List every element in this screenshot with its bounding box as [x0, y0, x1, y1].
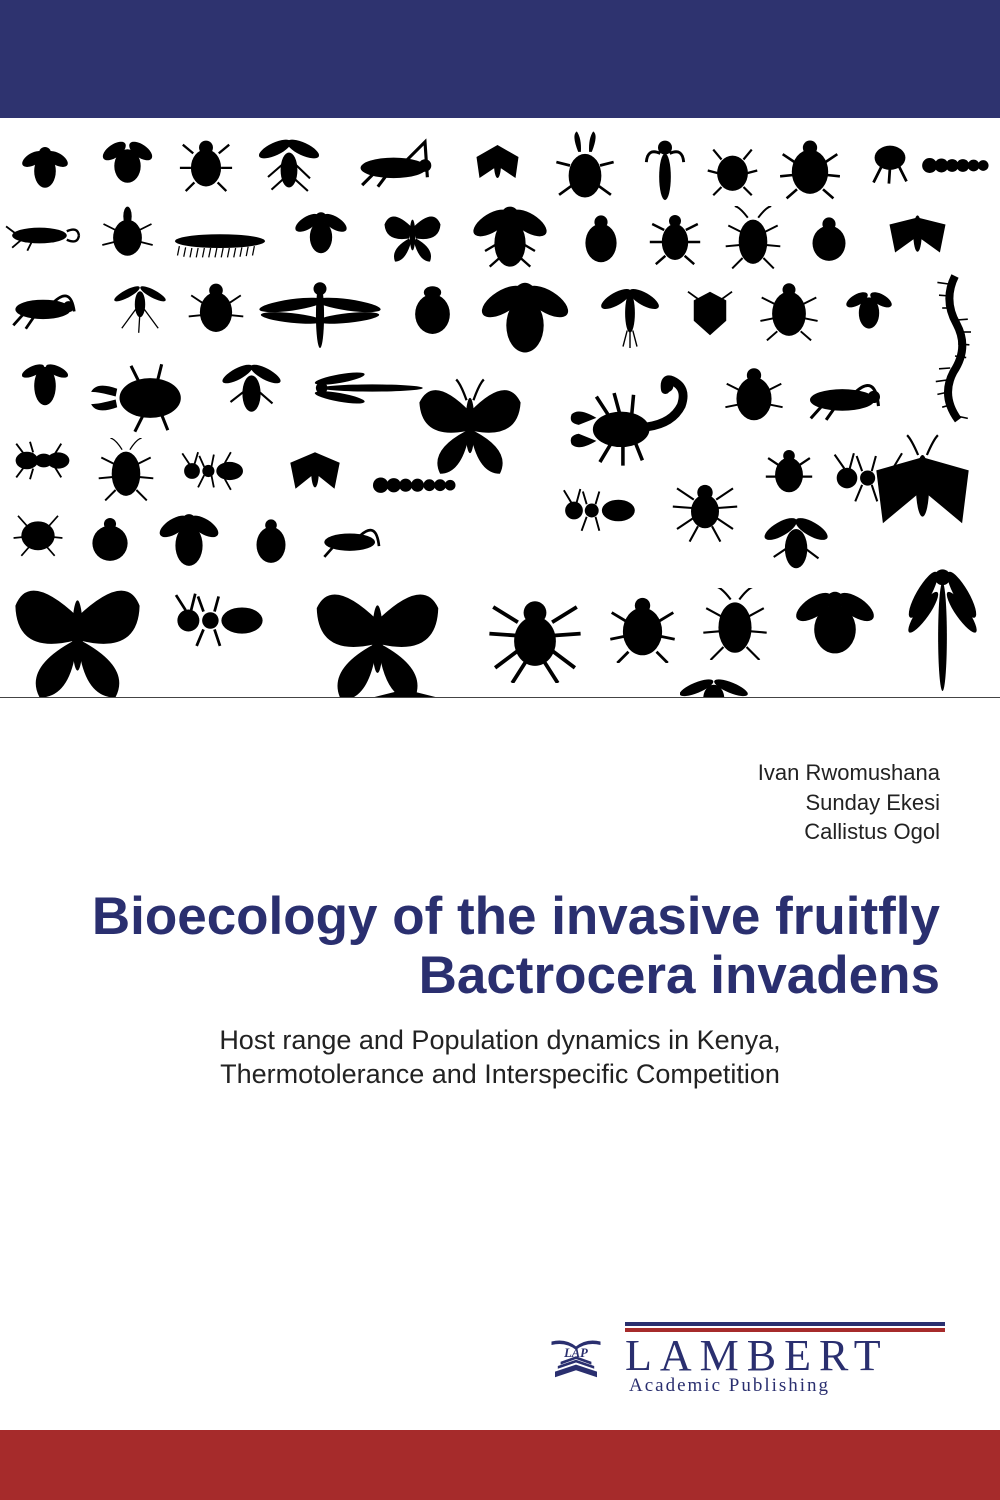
round-beetle-icon: [80, 513, 140, 568]
firefly-icon: [10, 353, 80, 413]
aphid-icon: [8, 508, 68, 558]
top-color-band: [0, 0, 1000, 118]
moth-icon: [870, 200, 965, 270]
wasp-icon: [680, 676, 785, 698]
ladybug-icon: [800, 213, 858, 268]
svg-text:LAP: LAP: [563, 1345, 588, 1359]
louse-icon: [760, 443, 818, 501]
beetle-icon: [775, 136, 845, 201]
text-content-area: Ivan Rwomushana Sunday Ekesi Callistus O…: [0, 758, 1000, 1091]
author-name: Callistus Ogol: [60, 817, 940, 847]
cockroach-icon: [695, 588, 775, 660]
spider-icon: [480, 588, 590, 683]
top-gap: [0, 118, 1000, 128]
bee-icon: [95, 133, 160, 193]
author-name: Ivan Rwomushana: [60, 758, 940, 788]
ant-icon: [165, 588, 275, 653]
publisher-subtitle: Academic Publishing: [629, 1376, 945, 1395]
honeybee-icon: [150, 506, 228, 574]
tick-icon: [705, 143, 760, 198]
insect-silhouette-band: [0, 128, 1000, 698]
wasp-icon: [215, 353, 295, 423]
mantis-icon: [635, 133, 695, 203]
butterfly-icon: [290, 573, 465, 698]
cricket-icon: [5, 278, 95, 338]
spider-icon: [665, 473, 745, 543]
stag-beetle-icon: [85, 358, 200, 438]
bottom-color-band: [0, 1430, 1000, 1500]
caterpillar-icon: [370, 468, 465, 503]
mosquito-icon: [105, 273, 175, 338]
book-title: Bioecology of the invasive fruitfly Bact…: [60, 887, 940, 1006]
cockroach-icon: [90, 438, 162, 503]
grasshopper-icon: [350, 138, 445, 193]
cricket-icon: [315, 513, 395, 568]
centipede-icon: [910, 268, 1000, 428]
publisher-rule: [625, 1322, 945, 1326]
beetle-icon: [185, 278, 247, 340]
moth-icon: [360, 683, 450, 698]
butterfly-icon: [395, 368, 545, 483]
moth-icon: [275, 438, 355, 503]
moth-icon: [460, 133, 535, 193]
caterpillar-icon: [920, 143, 995, 188]
weevil-icon: [95, 203, 160, 263]
fly-icon: [285, 203, 357, 265]
shield-bug-icon: [680, 283, 740, 341]
book-subtitle: Host range and Population dynamics in Ke…: [60, 1024, 940, 1092]
beetle-icon: [720, 363, 788, 428]
ant-icon: [555, 483, 650, 538]
stag-beetle-icon: [550, 128, 620, 203]
butterfly-icon: [0, 568, 155, 698]
termite-icon: [5, 433, 80, 488]
beetle-icon: [240, 513, 302, 571]
hornet-icon: [755, 508, 840, 578]
housefly-icon: [475, 276, 575, 361]
louse-icon: [645, 208, 705, 270]
beetle-icon: [755, 278, 823, 343]
wasp-icon: [250, 128, 335, 198]
grasshopper-icon: [800, 368, 900, 428]
housefly-icon: [465, 198, 555, 276]
scarab-icon: [400, 280, 465, 342]
scorpion-icon: [555, 363, 705, 478]
cockroach-icon: [718, 206, 788, 271]
fly-icon: [835, 280, 903, 340]
dragonfly-icon: [880, 558, 1000, 698]
publisher-mark: LAP LAMBERT Academic Publishing: [541, 1322, 945, 1395]
author-name: Sunday Ekesi: [60, 788, 940, 818]
moth-icon: [850, 433, 995, 543]
authors-block: Ivan Rwomushana Sunday Ekesi Callistus O…: [60, 758, 940, 847]
publisher-name: LAMBERT: [625, 1334, 945, 1378]
bumblebee-icon: [785, 583, 885, 663]
publisher-logo-icon: LAP: [541, 1324, 611, 1394]
beetle-icon: [570, 210, 632, 270]
beetle-icon: [605, 593, 680, 663]
mayfly-icon: [590, 278, 670, 348]
flea-icon: [860, 133, 920, 188]
earwig-icon: [0, 208, 85, 263]
butterfly-icon: [370, 200, 455, 270]
fly-icon: [10, 138, 80, 198]
publisher-text: LAMBERT Academic Publishing: [625, 1322, 945, 1395]
ant-icon: [175, 446, 260, 496]
beetle-icon: [175, 136, 237, 194]
dragonfly-icon: [255, 278, 385, 353]
millipede-icon: [170, 223, 270, 263]
